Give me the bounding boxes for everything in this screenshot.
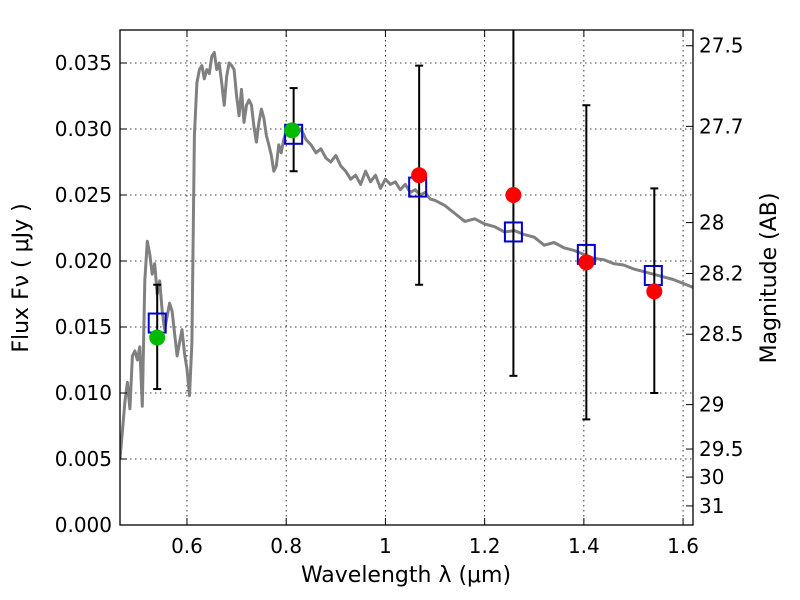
right-tick-label: 28.5 bbox=[699, 322, 744, 346]
measurement-point bbox=[411, 167, 427, 183]
y-tick-label: 0.035 bbox=[55, 51, 112, 75]
y-tick-label: 0.000 bbox=[55, 513, 112, 537]
axis-ticks bbox=[120, 30, 693, 525]
measurement-point bbox=[578, 254, 594, 270]
right-tick-label: 29 bbox=[699, 393, 724, 417]
right-tick-label: 30 bbox=[699, 465, 724, 489]
y-tick-label: 0.025 bbox=[55, 183, 112, 207]
y-tick-label: 0.005 bbox=[55, 447, 112, 471]
x-tick-label: 1 bbox=[379, 534, 392, 558]
detection-point bbox=[284, 122, 300, 138]
right-tick-label: 27.7 bbox=[699, 114, 744, 138]
x-tick-label: 1.2 bbox=[469, 534, 501, 558]
x-tick-label: 1.4 bbox=[568, 534, 600, 558]
y-tick-label: 0.020 bbox=[55, 249, 112, 273]
sed-chart: 0.6 0.8 1 1.2 1.4 1.6 0.000 0.005 0.010 0.015 0.02… bbox=[0, 0, 800, 600]
plot-area bbox=[120, 23, 693, 459]
right-tick-label: 31 bbox=[699, 494, 724, 518]
x-tick-label: 0.6 bbox=[171, 534, 203, 558]
right-tick-label: 28.2 bbox=[699, 261, 744, 285]
measurement-point bbox=[646, 283, 662, 299]
right-tick-label: 27.5 bbox=[699, 34, 744, 58]
grid bbox=[120, 30, 693, 525]
y-axis-right-label: Magnitude (AB) bbox=[757, 193, 782, 364]
y-tick-label: 0.010 bbox=[55, 381, 112, 405]
right-tick-label: 28 bbox=[699, 211, 724, 235]
x-tick-label: 0.8 bbox=[270, 534, 302, 558]
x-axis-label: Wavelength λ (μm) bbox=[301, 563, 511, 588]
y-tick-label: 0.030 bbox=[55, 117, 112, 141]
y-axis-label: Flux Fν ( μJy ) bbox=[9, 203, 34, 352]
sed-model-line bbox=[120, 52, 693, 459]
measurement-point bbox=[505, 187, 521, 203]
plot-frame bbox=[120, 30, 693, 525]
right-tick-label: 29.5 bbox=[699, 437, 744, 461]
x-tick-label: 1.6 bbox=[667, 534, 699, 558]
y-tick-label: 0.015 bbox=[55, 315, 112, 339]
detection-point bbox=[149, 330, 165, 346]
